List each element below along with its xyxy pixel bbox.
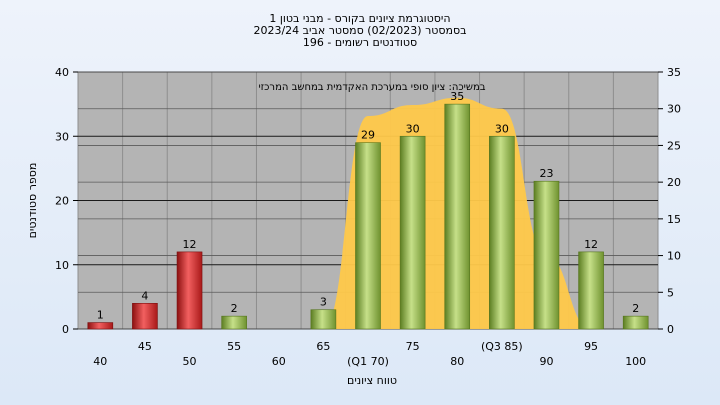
data-label: 4 (141, 289, 148, 302)
y2-tick-label: 35 (667, 66, 681, 79)
data-label: 23 (539, 167, 553, 180)
x-tick-label: 80 (450, 355, 464, 368)
x-tick-label: 100 (625, 355, 646, 368)
x-tick-label: 45 (138, 340, 152, 353)
data-label: 2 (231, 302, 238, 315)
x-tick-label: (Q3 85) (481, 340, 523, 353)
y-tick-label: 30 (55, 130, 69, 143)
bar-90 (533, 180, 560, 330)
data-label: 35 (450, 90, 464, 103)
data-label: 30 (406, 122, 420, 135)
plot-area: במשיכה: ציון סופי במערכת האקדמית במחשב ה… (77, 71, 659, 330)
axes: 0 10 20 30 40 0 5 10 15 20 25 30 35 40 45 50 55 60 65 (Q1 7… (26, 66, 681, 387)
data-label: 12 (183, 238, 197, 251)
data-label: 2 (632, 302, 639, 315)
data-label: 30 (495, 122, 509, 135)
bar-95 (578, 251, 604, 330)
y-tick-label: 40 (55, 66, 69, 79)
x-tick-label: 55 (227, 340, 241, 353)
y-tick-label: 20 (55, 195, 69, 208)
x-tick-label: 40 (93, 355, 107, 368)
bar-Q385 (489, 135, 515, 330)
y-axis-title: מספר סטודנטים (26, 163, 39, 239)
bar-65 (310, 309, 337, 330)
y2-tick-label: 25 (667, 139, 681, 152)
data-label: 1 (97, 309, 104, 322)
y2-tick-label: 15 (667, 213, 681, 226)
x-tick-label: (Q1 70) (347, 355, 389, 368)
y-tick-label: 0 (62, 323, 69, 336)
chart-title: היסטוגרמת ציונים בקורס - מבני בטון 1בסמס… (253, 12, 466, 49)
title-line-3: סטודנטים רשומים - 196 (303, 36, 417, 49)
x-tick-label: 65 (316, 340, 330, 353)
data-label: 29 (361, 129, 375, 142)
title-line-2: בסמסטר (02/2023) סמסטר אביב 2023/24 (253, 24, 466, 37)
y2-tick-label: 0 (667, 323, 674, 336)
x-tick-label: 50 (183, 355, 197, 368)
bar-80 (444, 103, 471, 330)
y2-tick-label: 10 (667, 250, 681, 263)
bar-Q170 (355, 142, 381, 330)
title-line-1: היסטוגרמת ציונים בקורס - מבני בטון 1 (269, 12, 450, 25)
bar-40 (87, 322, 114, 330)
data-label: 3 (320, 296, 327, 309)
y2-tick-label: 5 (667, 286, 674, 299)
y-tick-label: 10 (55, 259, 69, 272)
bar-75 (399, 135, 426, 330)
x-tick-label: 90 (539, 355, 553, 368)
bar-50 (176, 251, 203, 330)
y2-tick-label: 20 (667, 176, 681, 189)
x-tick-label: 95 (584, 340, 598, 353)
y2-tick-label: 30 (667, 103, 681, 116)
bar-45 (132, 302, 158, 330)
x-tick-label: 75 (406, 340, 420, 353)
data-label: 12 (584, 238, 598, 251)
x-tick-label: 60 (272, 355, 286, 368)
bar-100 (622, 315, 649, 330)
chart-annotation: במשיכה: ציון סופי במערכת האקדמית במחשב ה… (258, 82, 485, 93)
bar-55 (221, 315, 247, 330)
x-axis-title: טווח ציונים (347, 374, 397, 387)
